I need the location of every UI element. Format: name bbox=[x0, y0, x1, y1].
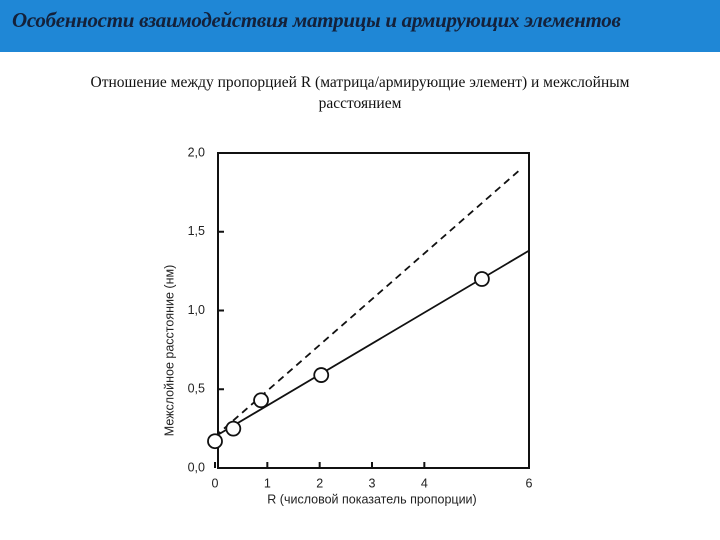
x-tick-label: 4 bbox=[421, 476, 428, 490]
y-tick-label: 1,5 bbox=[188, 224, 205, 238]
y-axis-label: Межслойное расстояние (нм) bbox=[162, 265, 176, 436]
plot-frame bbox=[217, 152, 530, 469]
subtitle-line: Отношение между пропорцией R (матрица/ар… bbox=[90, 74, 630, 91]
x-axis-label: R (числовой показатель пропорции) bbox=[267, 492, 476, 506]
y-tick-label: 1,0 bbox=[188, 303, 205, 317]
x-tick-label: 0 bbox=[212, 476, 219, 490]
x-tick-label: 1 bbox=[264, 476, 271, 490]
data-point bbox=[207, 433, 223, 450]
slide-title: Особенности взаимодействия матрицы и арм… bbox=[12, 8, 621, 32]
x-tick-label: 2 bbox=[316, 476, 323, 490]
y-tick-label: 0,5 bbox=[188, 382, 205, 396]
data-point bbox=[225, 420, 242, 437]
header-bar: Особенности взаимодействия матрицы и арм… bbox=[0, 0, 720, 52]
subtitle: Отношение между пропорцией R (матрица/ар… bbox=[0, 72, 720, 114]
data-point bbox=[313, 367, 330, 383]
y-tick-label: 2,0 bbox=[188, 145, 205, 159]
subtitle-line: расстоянием bbox=[318, 95, 402, 112]
x-tick-label: 3 bbox=[369, 476, 376, 490]
dashed-line bbox=[214, 168, 522, 438]
data-point bbox=[473, 271, 490, 287]
x-tick-label: 6 bbox=[526, 476, 533, 490]
y-tick-label: 0,0 bbox=[188, 460, 205, 474]
data-point bbox=[253, 392, 269, 409]
